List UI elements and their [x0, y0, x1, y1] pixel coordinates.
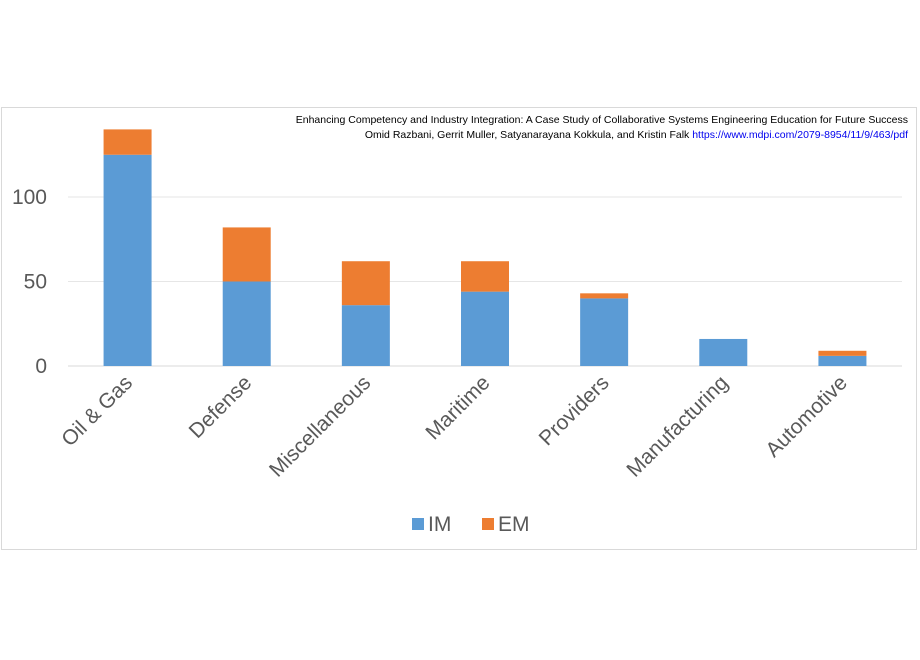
legend-label-em: EM — [498, 513, 530, 536]
chart-frame — [1, 107, 917, 550]
y-tick-label-0: 0 — [35, 355, 47, 378]
caption-title: Enhancing Competency and Industry Integr… — [295, 114, 908, 126]
x-tick-label-3: Maritime — [421, 371, 494, 444]
x-tick-label-0: Oil & Gas — [57, 371, 137, 451]
bar-em-1 — [222, 227, 271, 282]
bar-em-6 — [818, 350, 867, 356]
bar-im-5 — [699, 338, 748, 366]
bar-im-1 — [222, 281, 271, 366]
x-tick-label-4: Providers — [535, 371, 614, 450]
x-tick-label-2: Miscellaneous — [265, 371, 375, 481]
y-tick-label-100: 100 — [12, 186, 47, 209]
bar-im-4 — [580, 298, 629, 366]
bar-im-2 — [341, 305, 390, 366]
bar-im-6 — [818, 355, 867, 366]
legend-swatch-em — [482, 518, 494, 530]
bar-em-2 — [341, 261, 390, 306]
x-tick-label-5: Manufacturing — [622, 371, 732, 481]
caption-authors-line: Omid Razbani, Gerrit Muller, Satyanaraya… — [296, 128, 908, 143]
caption-link[interactable]: https://www.mdpi.com/2079-8954/11/9/463/… — [692, 129, 908, 141]
bar-em-4 — [580, 293, 629, 299]
citation-caption: Enhancing Competency and Industry Integr… — [296, 113, 908, 143]
legend-swatch-im — [412, 518, 424, 530]
legend-label-im: IM — [428, 513, 451, 536]
y-tick-label-50: 50 — [24, 271, 47, 294]
bar-im-0 — [103, 154, 152, 366]
x-tick-label-6: Automotive — [761, 371, 852, 462]
caption-authors: Omid Razbani, Gerrit Muller, Satyanaraya… — [364, 129, 690, 141]
x-tick-label-1: Defense — [185, 371, 257, 443]
bar-em-3 — [461, 261, 509, 292]
bar-em-0 — [103, 129, 152, 155]
bar-im-3 — [461, 291, 509, 366]
